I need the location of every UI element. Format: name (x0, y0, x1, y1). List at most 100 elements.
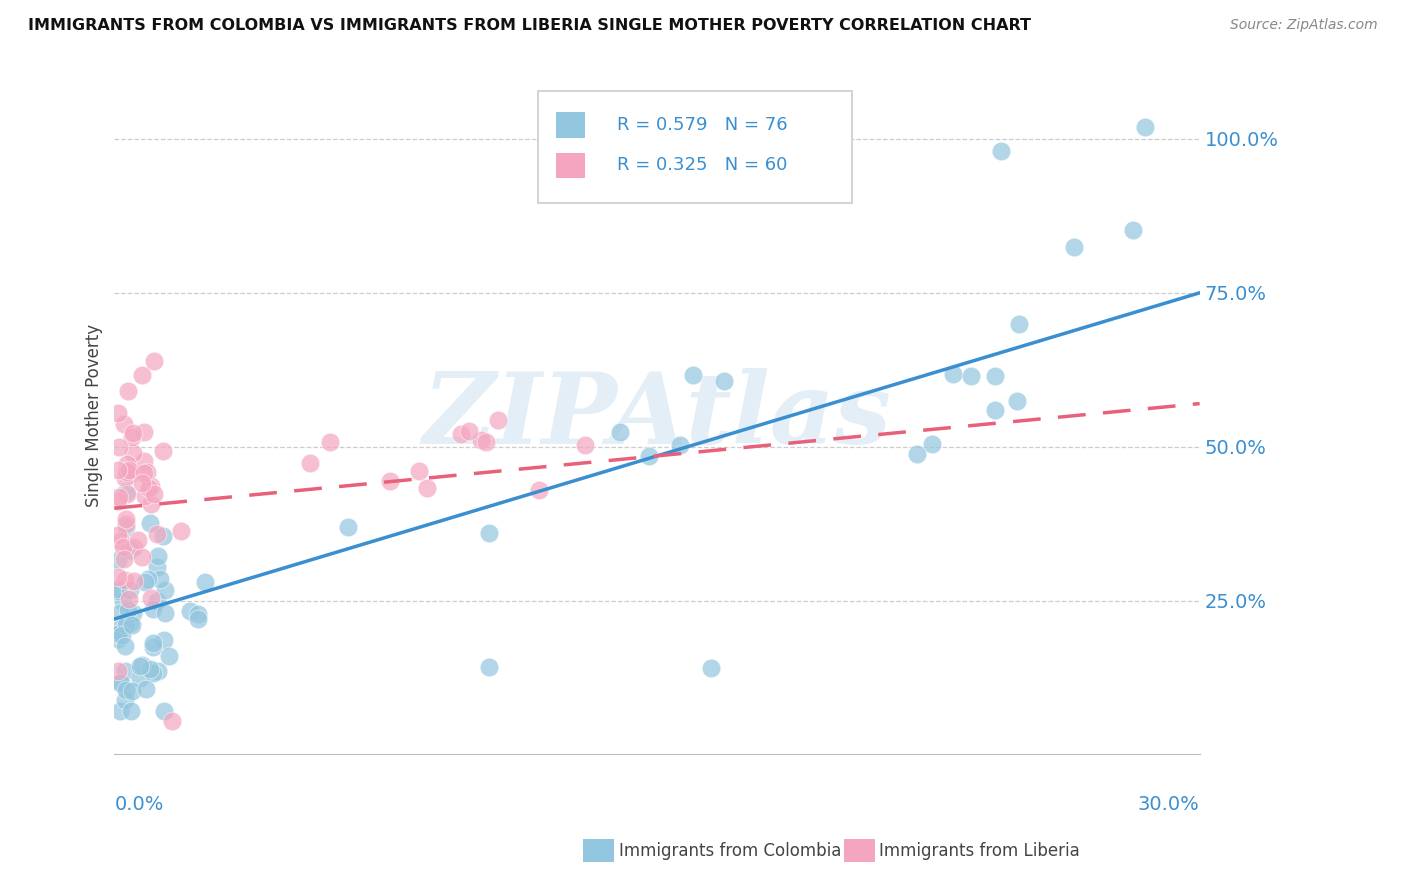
Point (669, 438, 692, 452)
Point (115, 618, 138, 632)
Point (152, 704, 174, 718)
Point (574, 438, 596, 452)
Point (1005, 394, 1028, 409)
Point (117, 591, 139, 606)
Point (408, 464, 430, 478)
Point (114, 471, 136, 485)
Point (450, 427, 472, 442)
Point (121, 430, 143, 444)
Point (122, 574, 145, 589)
Point (139, 516, 162, 530)
Point (108, 607, 131, 621)
Point (134, 489, 156, 503)
Point (380, 474, 402, 488)
Point (131, 368, 153, 383)
Point (114, 664, 136, 678)
Point (318, 435, 340, 450)
Point (110, 676, 132, 690)
Point (107, 406, 129, 420)
Point (120, 543, 142, 558)
Text: ZIPAtlas: ZIPAtlas (423, 368, 891, 464)
Text: Immigrants from Colombia: Immigrants from Colombia (619, 842, 841, 860)
Point (149, 573, 172, 587)
Point (136, 572, 159, 586)
Point (107, 627, 129, 641)
FancyBboxPatch shape (557, 153, 585, 178)
Point (118, 467, 141, 481)
Point (112, 551, 135, 566)
Point (139, 591, 162, 606)
Point (990, 145, 1012, 159)
Point (478, 526, 501, 541)
Point (131, 476, 153, 491)
Point (457, 425, 479, 439)
Point (114, 693, 136, 707)
Point (475, 435, 498, 450)
Point (112, 595, 135, 609)
Point (117, 487, 139, 501)
Point (122, 607, 145, 621)
Point (138, 662, 160, 676)
Point (299, 456, 322, 470)
Point (141, 497, 163, 511)
Point (153, 632, 176, 647)
Point (1122, 223, 1144, 237)
Point (152, 529, 174, 543)
Point (118, 463, 141, 477)
Point (107, 528, 129, 542)
Point (112, 417, 135, 431)
Point (337, 520, 360, 534)
Point (131, 658, 153, 673)
Point (107, 582, 129, 597)
Point (905, 446, 928, 460)
Point (170, 524, 193, 539)
Point (470, 434, 492, 448)
Point (127, 533, 149, 547)
Point (983, 402, 1005, 417)
Text: IMMIGRANTS FROM COLOMBIA VS IMMIGRANTS FROM LIBERIA SINGLE MOTHER POVERTY CORREL: IMMIGRANTS FROM COLOMBIA VS IMMIGRANTS F… (28, 18, 1031, 33)
Point (146, 593, 169, 607)
Point (486, 413, 509, 427)
Point (179, 604, 201, 618)
Point (143, 486, 166, 500)
Point (682, 368, 704, 382)
Point (114, 639, 136, 653)
Point (111, 628, 134, 642)
FancyBboxPatch shape (537, 91, 852, 202)
Point (110, 534, 132, 549)
Point (162, 714, 184, 728)
Point (134, 574, 156, 589)
Point (108, 704, 131, 718)
Point (1063, 240, 1085, 254)
Point (132, 454, 155, 468)
Point (108, 440, 131, 454)
Point (132, 425, 155, 440)
Point (136, 465, 159, 479)
Point (107, 664, 129, 678)
Point (153, 583, 176, 598)
Point (115, 517, 138, 532)
Point (108, 490, 131, 504)
Point (131, 549, 153, 564)
Point (187, 607, 209, 622)
Point (117, 603, 139, 617)
Point (128, 658, 150, 673)
Point (159, 648, 181, 663)
Point (478, 660, 501, 674)
Point (107, 553, 129, 567)
Point (416, 481, 439, 495)
Point (713, 374, 735, 388)
Point (121, 618, 143, 632)
Point (122, 425, 145, 440)
Point (942, 367, 965, 381)
Point (118, 615, 141, 630)
Point (122, 446, 145, 460)
Point (193, 574, 215, 589)
Point (984, 368, 1007, 383)
Point (129, 671, 152, 685)
Point (527, 483, 550, 497)
Point (107, 494, 129, 508)
Point (120, 582, 142, 597)
Point (146, 559, 169, 574)
Point (108, 623, 131, 637)
